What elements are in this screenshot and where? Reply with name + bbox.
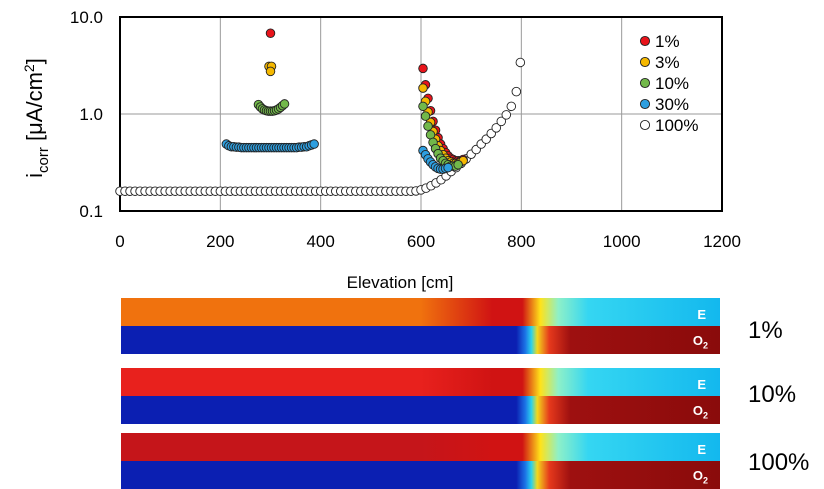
legend-label: 1% [655, 32, 680, 51]
strip-label-o2: O2 [692, 468, 708, 486]
simulation-strip-1pct: E O2 [121, 298, 720, 354]
legend-marker [639, 98, 651, 110]
legend-marker [639, 35, 651, 47]
strip-top-band [121, 368, 720, 396]
data-point [265, 28, 276, 38]
y-axis-label-sup: 2 [21, 64, 37, 72]
data-point [279, 99, 290, 109]
data-point [496, 116, 507, 127]
y-tick-label: 0.1 [79, 202, 103, 221]
y-tick-label: 10.0 [70, 8, 103, 27]
simulation-strip-100pct: E O2 [121, 433, 720, 489]
data-point [453, 159, 463, 170]
strip-bottom-band [121, 461, 720, 489]
data-point [423, 121, 433, 131]
strip-percent-label: 100% [748, 449, 810, 476]
plot-frame [119, 16, 723, 212]
x-axis-label: Elevation [cm] [347, 273, 454, 292]
corrosion-current-chart: 0 200 400 600 800 1000 1200 0.1 1.0 10.0 1% 3% 10%… [21, 8, 741, 292]
series-100% [115, 57, 526, 196]
legend-marker [639, 119, 651, 131]
strip-top-band [121, 433, 720, 461]
x-tick-label: 800 [507, 232, 535, 251]
data-point [506, 101, 517, 112]
legend-label: 3% [655, 53, 680, 72]
strip-label-e: E [697, 377, 706, 392]
strip-bottom-band [121, 396, 720, 424]
data-point [515, 57, 526, 68]
data-point [265, 66, 276, 77]
y-tick-label: 1.0 [79, 105, 103, 124]
simulation-strip-10pct: E O2 [121, 368, 720, 424]
data-point [443, 162, 453, 173]
data-point [511, 86, 522, 97]
data-points [115, 28, 526, 196]
x-tick-label: 1200 [703, 232, 741, 251]
x-tick-label: 400 [306, 232, 334, 251]
x-tick-labels: 0 200 400 600 800 1000 1200 [115, 232, 741, 251]
data-point [418, 63, 428, 74]
y-axis-label-close: ] [22, 58, 47, 64]
x-tick-label: 200 [206, 232, 234, 251]
strip-percent-label: 10% [748, 381, 797, 408]
legend-label: 100% [655, 116, 698, 135]
strip-percent-label: 1% [748, 317, 783, 344]
x-tick-label: 1000 [603, 232, 641, 251]
legend-marker [639, 56, 651, 68]
y-axis-label: icorr [μA/cm2] [21, 58, 52, 178]
data-point [491, 123, 502, 133]
data-point [309, 139, 319, 149]
legend: 1% 3% 10% 30% 100% [639, 32, 698, 135]
y-axis-label-units: [μA/cm [22, 72, 47, 147]
x-tick-label: 600 [407, 232, 435, 251]
legend-marker [639, 77, 651, 89]
strip-label-e: E [697, 442, 706, 457]
legend-label: 10% [655, 74, 689, 93]
y-axis-label-main: i [22, 173, 47, 178]
data-point [501, 110, 512, 120]
strip-top-band [121, 298, 720, 326]
strip-label-o2: O2 [692, 333, 708, 351]
x-tick-label: 0 [115, 232, 124, 251]
strip-bottom-band [121, 326, 720, 354]
y-axis-label-sub: corr [35, 147, 52, 173]
data-point [420, 111, 431, 121]
strip-label-o2: O2 [692, 403, 708, 421]
data-point [418, 101, 428, 112]
grid-lines [120, 17, 722, 211]
y-tick-labels: 0.1 1.0 10.0 [70, 8, 103, 221]
strip-label-e: E [697, 307, 706, 322]
series-30% [221, 139, 453, 174]
legend-label: 30% [655, 95, 689, 114]
data-point [418, 83, 428, 93]
